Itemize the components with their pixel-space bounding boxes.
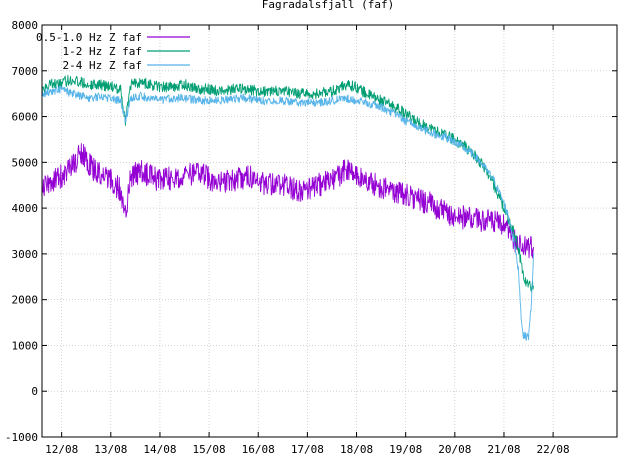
x-tick-label: 12/08 (45, 443, 78, 455)
y-tick-label: -1000 (5, 431, 38, 444)
x-tick-label: 20/08 (438, 443, 471, 455)
y-tick-label: 7000 (12, 65, 39, 78)
series-line (41, 85, 534, 341)
x-tick-label: 19/08 (389, 443, 422, 455)
y-axis: -1000 0 1000 2000 3000 4000 5000 6000 7000 8000 (5, 19, 38, 444)
y-tick-label: 6000 (12, 111, 39, 124)
series-line (41, 74, 534, 292)
legend-label: 2-4 Hz Z faf (63, 59, 142, 72)
x-axis: 12/08 13/08 14/08 15/08 16/08 17/08 18/08 19/08… (45, 443, 570, 455)
series-line (41, 143, 534, 259)
plot-series (41, 74, 534, 341)
x-tick-label: 17/08 (291, 443, 324, 455)
plot-frame (41, 24, 618, 438)
y-tick-label: 1000 (12, 339, 39, 352)
y-tick-label: 0 (31, 385, 38, 398)
x-tick-label: 22/08 (537, 443, 570, 455)
y-tick-label: 8000 (12, 19, 39, 32)
x-tick-label: 13/08 (94, 443, 127, 455)
y-tick-label: 2000 (12, 294, 39, 307)
x-tick-label: 16/08 (242, 443, 275, 455)
y-tick-label: 4000 (12, 202, 39, 215)
chart-title: Fagradalsfjall (faf) (262, 0, 394, 11)
x-tick-label: 14/08 (143, 443, 176, 455)
legend-label: 1-2 Hz Z faf (63, 45, 142, 58)
y-tick-label: 3000 (12, 248, 39, 261)
x-tick-label: 21/08 (487, 443, 520, 455)
axis-ticks (42, 24, 617, 438)
y-tick-label: 5000 (12, 156, 39, 169)
legend-label: 0.5-1.0 Hz Z faf (36, 31, 142, 44)
x-tick-label: 15/08 (193, 443, 226, 455)
x-tick-label: 18/08 (340, 443, 373, 455)
